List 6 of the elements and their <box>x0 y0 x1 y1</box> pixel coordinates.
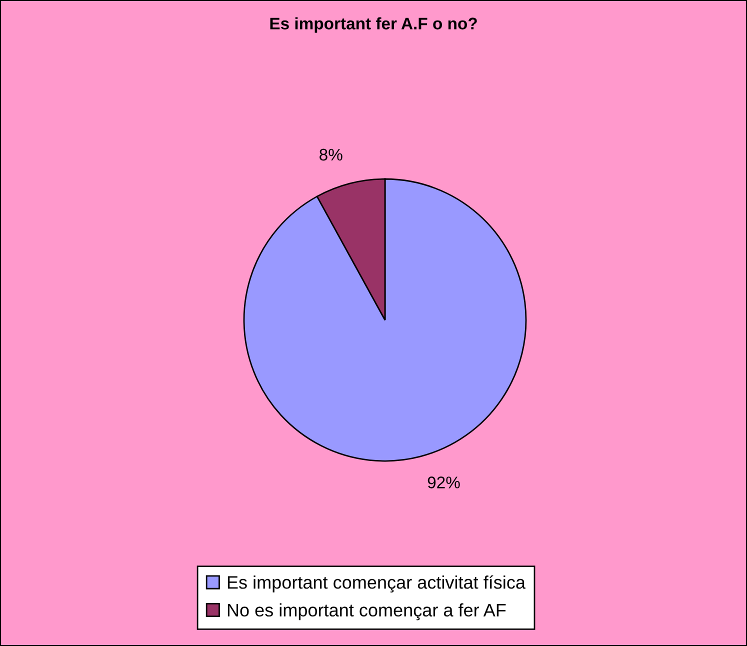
data-label: 8% <box>320 148 342 161</box>
legend-label: Es important començar activitat física <box>228 575 526 592</box>
pie-slice <box>243 178 527 462</box>
legend-label: No es important començar a fer AF <box>228 603 506 620</box>
data-label: 92% <box>428 476 460 488</box>
chart-title: Es important fer A.F o no? <box>270 17 477 33</box>
